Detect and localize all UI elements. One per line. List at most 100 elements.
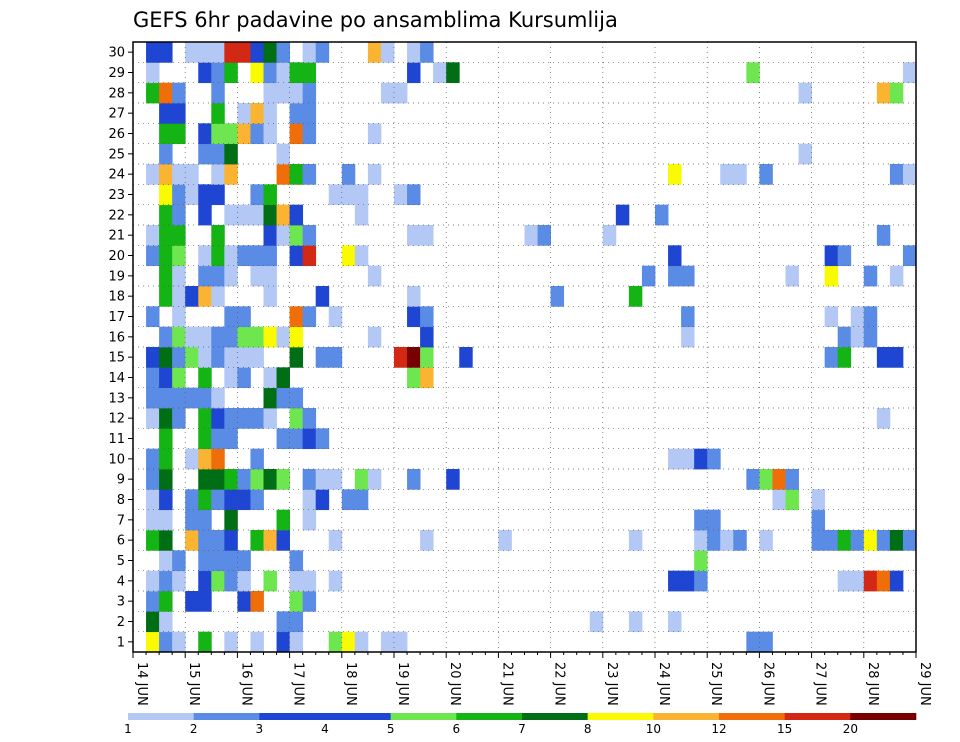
heatmap-cell (172, 326, 186, 348)
heatmap-cell (798, 82, 812, 104)
heatmap-cell (668, 164, 682, 185)
heatmap-cell (785, 265, 799, 287)
heatmap-cell (159, 123, 173, 145)
heatmap-cell (863, 570, 878, 592)
heatmap-cell (341, 164, 356, 185)
heatmap-cell (276, 82, 290, 104)
heatmap-cell (302, 225, 317, 246)
x-tick-label: 17 JUN (291, 662, 306, 706)
heatmap-cell (889, 265, 904, 287)
heatmap-cell (407, 306, 421, 328)
heatmap-cell (380, 82, 395, 104)
heatmap-cell (224, 631, 238, 653)
heatmap-cell (198, 570, 212, 592)
heatmap-cell (668, 611, 682, 633)
heatmap-cell (146, 225, 160, 246)
heatmap-cell (198, 286, 212, 307)
heatmap-cell (837, 326, 852, 348)
heatmap-cell (302, 570, 317, 592)
heatmap-cell (354, 469, 369, 490)
heatmap-cell (263, 62, 277, 84)
heatmap-cell (837, 570, 852, 592)
heatmap-cell (224, 123, 238, 145)
heatmap-cell (276, 631, 290, 653)
heatmap-cell (550, 286, 565, 307)
heatmap-cell (224, 509, 238, 531)
heatmap-cell (263, 204, 277, 226)
chart-title: GEFS 6hr padavine po ansamblima Kursumli… (133, 8, 618, 32)
heatmap-cell (681, 326, 695, 348)
heatmap-cell (198, 123, 212, 145)
heatmap-cell (498, 530, 512, 551)
x-tick-label: 27 JUN (813, 662, 828, 706)
legend-swatch (784, 713, 851, 720)
heatmap-cell (315, 489, 330, 511)
heatmap-cell (198, 347, 212, 368)
heatmap-cell (302, 591, 317, 612)
heatmap-cell (681, 306, 695, 328)
heatmap-cell (198, 42, 212, 63)
heatmap-cell (172, 306, 186, 328)
heatmap-cell (863, 306, 878, 328)
heatmap-cell (420, 306, 434, 328)
y-tick-label: 17 (108, 310, 125, 325)
heatmap-cell (198, 489, 212, 511)
heatmap-cell (172, 123, 186, 145)
heatmap-cell (889, 164, 904, 185)
heatmap-cells (146, 42, 917, 653)
heatmap-cell (289, 387, 304, 409)
heatmap-cell (159, 469, 173, 490)
heatmap-cell (211, 103, 225, 124)
heatmap-cell (211, 164, 225, 185)
y-tick-label: 3 (117, 595, 125, 610)
heatmap-cell (420, 530, 434, 551)
heatmap-cell (263, 326, 277, 348)
heatmap-cell (250, 245, 264, 267)
heatmap-cell (211, 62, 225, 84)
heatmap-cell (902, 164, 917, 185)
heatmap-cell (315, 428, 330, 450)
heatmap-cell (250, 530, 264, 551)
heatmap-cell (211, 408, 225, 429)
x-tick-label: 18 JUN (343, 662, 358, 706)
heatmap-cell (237, 204, 251, 226)
heatmap-cell (746, 62, 760, 84)
heatmap-cell (302, 42, 317, 63)
x-tick-label: 23 JUN (604, 662, 619, 706)
heatmap-cell (159, 591, 173, 612)
heatmap-cell (694, 509, 708, 531)
heatmap-cell (276, 225, 290, 246)
heatmap-cell (224, 62, 238, 84)
y-axis: 1234567891011121314151617181920212223242… (108, 46, 133, 650)
legend-swatch (522, 713, 588, 720)
heatmap-cell (289, 306, 304, 328)
heatmap-cell (211, 82, 225, 104)
legend-swatch (719, 713, 785, 720)
heatmap-cell (224, 245, 238, 267)
heatmap-cell (889, 530, 904, 551)
heatmap-cell (394, 347, 408, 368)
heatmap-cell (380, 42, 395, 63)
y-tick-label: 5 (117, 554, 125, 569)
heatmap-cell (211, 550, 225, 572)
heatmap-cell (902, 62, 917, 84)
heatmap-cell (224, 204, 238, 226)
y-tick-label: 23 (108, 188, 125, 203)
y-tick-label: 25 (108, 147, 125, 162)
heatmap-cell (172, 631, 186, 653)
heatmap-cell (302, 509, 317, 531)
heatmap-cell (850, 570, 865, 592)
heatmap-cell (159, 550, 173, 572)
heatmap-cell (146, 591, 160, 612)
x-tick-label: 19 JUN (395, 662, 410, 706)
heatmap-cell (354, 184, 369, 206)
heatmap-cell (159, 631, 173, 653)
heatmap-cell (146, 164, 160, 185)
heatmap-cell (772, 489, 786, 511)
heatmap-cell (302, 306, 317, 328)
heatmap-cell (146, 408, 160, 429)
heatmap-cell (289, 326, 304, 348)
heatmap-cell (263, 123, 277, 145)
heatmap-cell (863, 326, 878, 348)
heatmap-cell (289, 570, 304, 592)
